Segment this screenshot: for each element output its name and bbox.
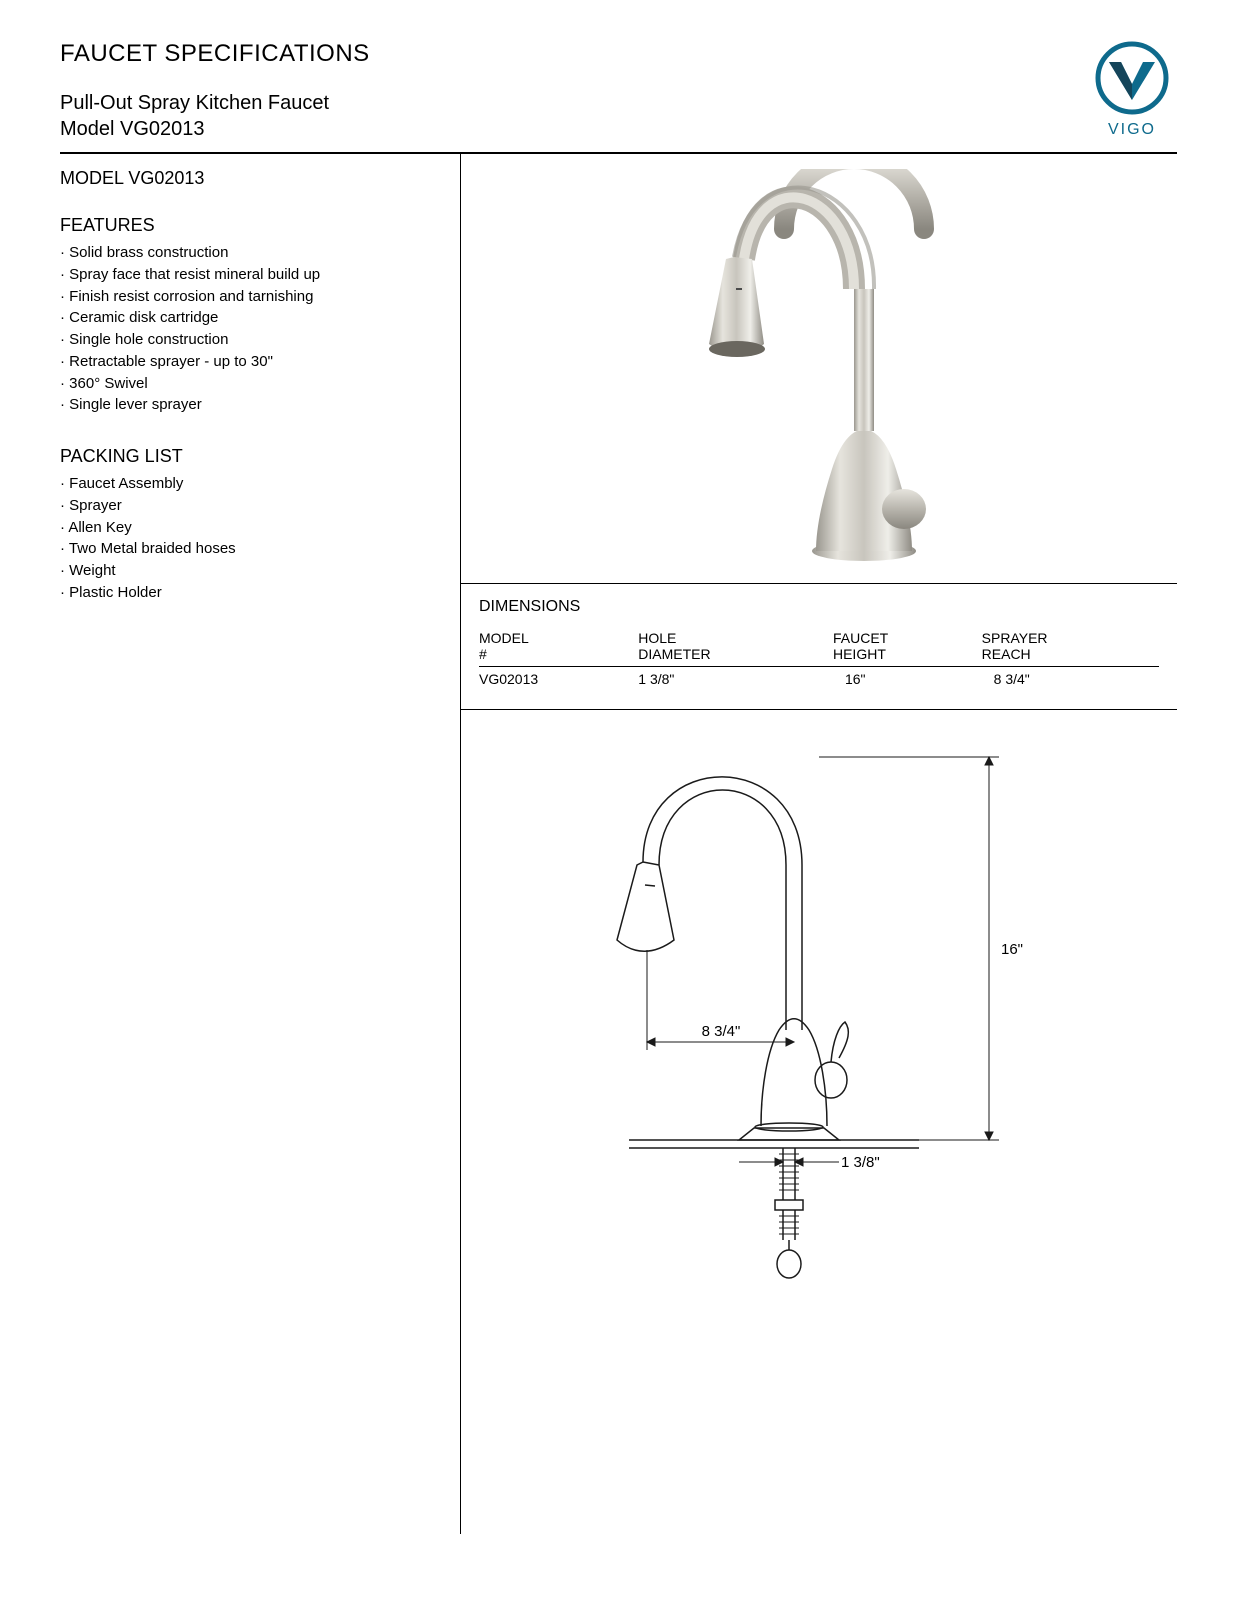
feature-item: Single lever sprayer bbox=[60, 394, 440, 416]
packing-item: Allen Key bbox=[60, 517, 440, 539]
packing-list: Faucet AssemblySprayerAllen KeyTwo Metal… bbox=[60, 473, 440, 604]
dims-column-header: HOLEDIAMETER bbox=[638, 630, 833, 667]
dimensions-table: MODEL#HOLEDIAMETERFAUCETHEIGHTSPRAYERREA… bbox=[479, 630, 1159, 687]
dims-cell: 8 3/4" bbox=[982, 667, 1159, 688]
packing-heading: PACKING LIST bbox=[60, 446, 440, 467]
product-photo bbox=[461, 154, 1177, 584]
feature-item: Finish resist corrosion and tarnishing bbox=[60, 286, 440, 308]
dims-cell: VG02013 bbox=[479, 667, 638, 688]
page-title: FAUCET SPECIFICATIONS bbox=[60, 40, 1177, 68]
left-column: MODEL VG02013 FEATURES Solid brass const… bbox=[60, 154, 460, 1534]
feature-item: Single hole construction bbox=[60, 329, 440, 351]
packing-item: Two Metal braided hoses bbox=[60, 538, 440, 560]
product-name: Pull-Out Spray Kitchen Faucet bbox=[60, 90, 1177, 116]
header: VIGO FAUCET SPECIFICATIONS Pull-Out Spra… bbox=[60, 40, 1177, 154]
model-heading: MODEL VG02013 bbox=[60, 168, 440, 189]
packing-item: Plastic Holder bbox=[60, 582, 440, 604]
dims-column-header: MODEL# bbox=[479, 630, 638, 667]
brand-text: VIGO bbox=[1108, 121, 1156, 138]
dimensions-heading: DIMENSIONS bbox=[479, 598, 1159, 616]
feature-item: Spray face that resist mineral build up bbox=[60, 264, 440, 286]
features-list: Solid brass constructionSpray face that … bbox=[60, 242, 440, 416]
dims-cell: 1 3/8" bbox=[638, 667, 833, 688]
dimensions-section: DIMENSIONS MODEL#HOLEDIAMETERFAUCETHEIGH… bbox=[461, 584, 1177, 710]
feature-item: Ceramic disk cartridge bbox=[60, 307, 440, 329]
dims-column-header: SPRAYERREACH bbox=[982, 630, 1159, 667]
model-label: Model VG02013 bbox=[60, 116, 1177, 142]
diagram-reach-label: 8 3/4" bbox=[702, 1023, 741, 1040]
features-heading: FEATURES bbox=[60, 215, 440, 236]
dims-row: VG020131 3/8"16"8 3/4" bbox=[479, 667, 1159, 688]
diagram-hole-label: 1 3/8" bbox=[841, 1154, 880, 1171]
packing-item: Weight bbox=[60, 560, 440, 582]
packing-item: Faucet Assembly bbox=[60, 473, 440, 495]
brand-logo: VIGO bbox=[1087, 40, 1177, 145]
dims-column-header: FAUCETHEIGHT bbox=[833, 630, 982, 667]
feature-item: Solid brass construction bbox=[60, 242, 440, 264]
diagram-height-label: 16" bbox=[1001, 941, 1023, 958]
right-column: DIMENSIONS MODEL#HOLEDIAMETERFAUCETHEIGH… bbox=[460, 154, 1177, 1534]
feature-item: 360° Swivel bbox=[60, 373, 440, 395]
dims-cell: 16" bbox=[833, 667, 982, 688]
packing-item: Sprayer bbox=[60, 495, 440, 517]
dimension-diagram: 8 3/4" 16" bbox=[461, 710, 1177, 1534]
feature-item: Retractable sprayer - up to 30" bbox=[60, 351, 440, 373]
